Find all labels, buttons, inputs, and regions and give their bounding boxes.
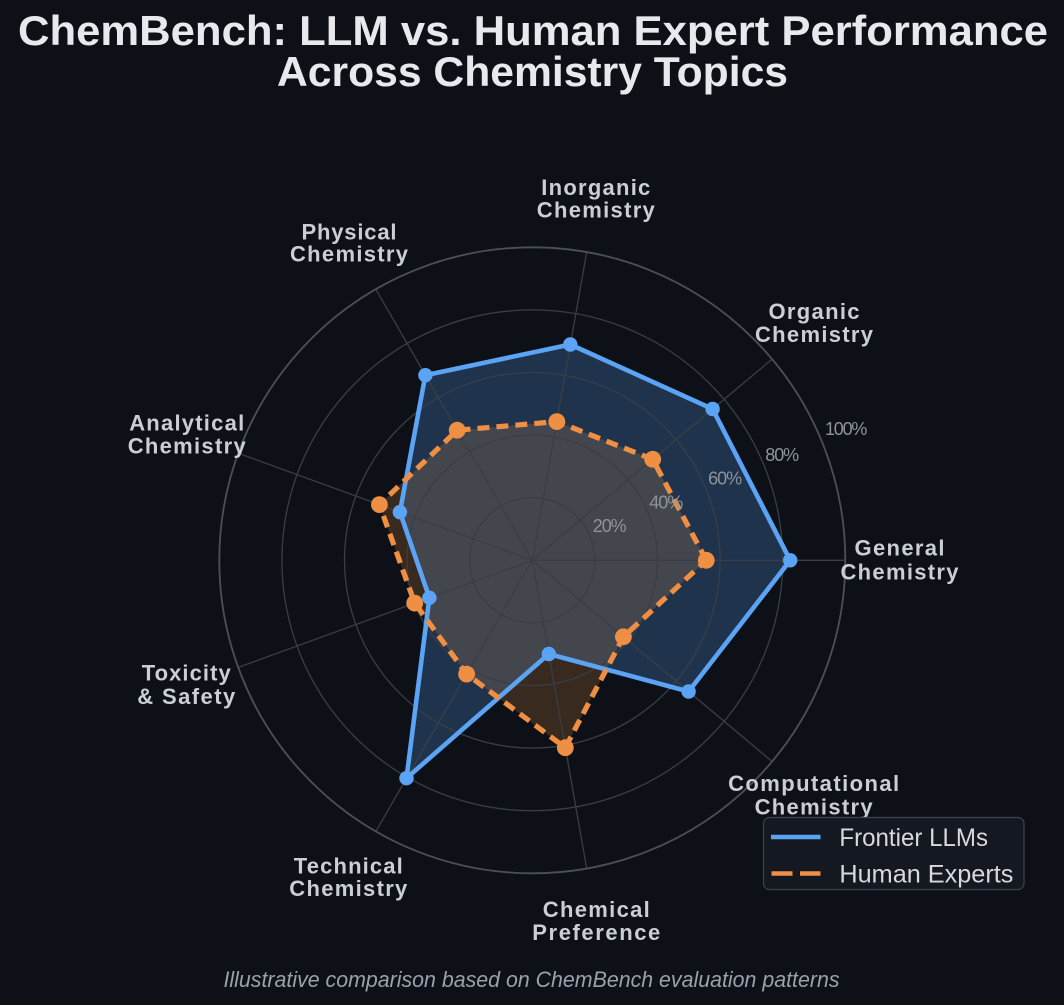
svg-text:Chemistry: Chemistry — [128, 434, 247, 459]
svg-text:Illustrative comparison based: Illustrative comparison based on ChemBen… — [224, 967, 840, 992]
svg-text:Preference: Preference — [532, 920, 660, 945]
svg-text:Computational: Computational — [728, 771, 899, 796]
svg-text:Chemistry: Chemistry — [290, 241, 409, 266]
svg-text:& Safety: & Safety — [137, 684, 236, 709]
svg-text:Chemistry: Chemistry — [289, 876, 408, 901]
svg-text:Chemistry: Chemistry — [755, 322, 874, 347]
svg-text:Inorganic: Inorganic — [541, 175, 650, 200]
svg-text:Organic: Organic — [769, 299, 860, 324]
svg-text:Chemistry: Chemistry — [537, 198, 656, 223]
svg-text:80%: 80% — [765, 445, 799, 465]
svg-text:20%: 20% — [593, 516, 627, 536]
svg-text:100%: 100% — [825, 419, 868, 439]
svg-text:Chemistry: Chemistry — [841, 560, 960, 585]
svg-text:Human Experts: Human Experts — [839, 860, 1013, 888]
svg-text:Physical: Physical — [302, 220, 397, 245]
svg-text:60%: 60% — [708, 468, 742, 488]
svg-text:Frontier LLMs: Frontier LLMs — [839, 824, 988, 852]
svg-text:General: General — [855, 536, 945, 561]
svg-text:ChemBench: LLM vs. Human Exper: ChemBench: LLM vs. Human Expert Performa… — [18, 7, 1048, 54]
svg-text:Across Chemistry Topics: Across Chemistry Topics — [277, 48, 788, 95]
svg-text:Toxicity: Toxicity — [142, 661, 232, 686]
svg-text:Technical: Technical — [294, 853, 403, 878]
svg-text:Chemistry: Chemistry — [755, 794, 874, 819]
svg-text:Chemical: Chemical — [543, 897, 650, 922]
svg-text:40%: 40% — [649, 493, 683, 513]
svg-text:Analytical: Analytical — [129, 411, 244, 436]
